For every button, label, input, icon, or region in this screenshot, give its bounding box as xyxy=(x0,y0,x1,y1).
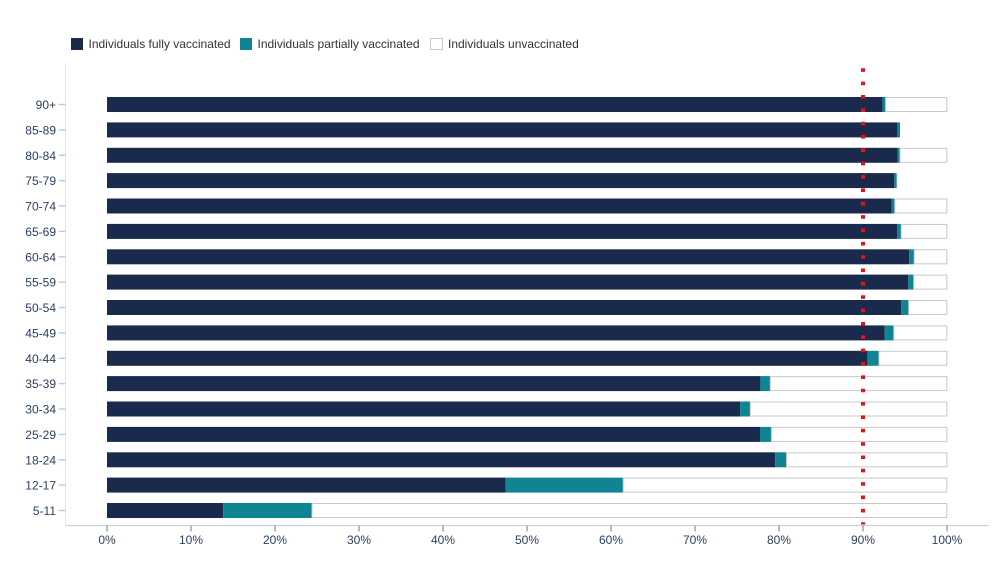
svg-text:30%: 30% xyxy=(347,533,371,547)
svg-text:90+: 90+ xyxy=(36,98,56,112)
svg-text:90%: 90% xyxy=(851,533,875,547)
svg-text:100%: 100% xyxy=(932,533,963,547)
svg-text:40%: 40% xyxy=(431,533,455,547)
svg-text:55-59: 55-59 xyxy=(25,276,56,290)
svg-text:12-17: 12-17 xyxy=(25,479,56,493)
svg-text:80-84: 80-84 xyxy=(25,149,56,163)
svg-text:20%: 20% xyxy=(263,533,287,547)
svg-text:70%: 70% xyxy=(683,533,707,547)
svg-text:45-49: 45-49 xyxy=(25,327,56,341)
svg-text:0%: 0% xyxy=(98,533,116,547)
svg-text:65-69: 65-69 xyxy=(25,225,56,239)
svg-text:80%: 80% xyxy=(767,533,791,547)
svg-text:30-34: 30-34 xyxy=(25,403,56,417)
svg-text:60-64: 60-64 xyxy=(25,250,56,264)
svg-text:25-29: 25-29 xyxy=(25,428,56,442)
svg-text:60%: 60% xyxy=(599,533,623,547)
svg-text:70-74: 70-74 xyxy=(25,200,56,214)
svg-text:35-39: 35-39 xyxy=(25,377,56,391)
svg-text:5-11: 5-11 xyxy=(33,504,56,518)
svg-text:85-89: 85-89 xyxy=(25,124,56,138)
svg-text:40-44: 40-44 xyxy=(25,352,56,366)
svg-text:10%: 10% xyxy=(179,533,203,547)
svg-text:18-24: 18-24 xyxy=(25,453,56,467)
svg-text:50%: 50% xyxy=(515,533,539,547)
svg-text:75-79: 75-79 xyxy=(25,174,56,188)
svg-text:50-54: 50-54 xyxy=(25,301,56,315)
